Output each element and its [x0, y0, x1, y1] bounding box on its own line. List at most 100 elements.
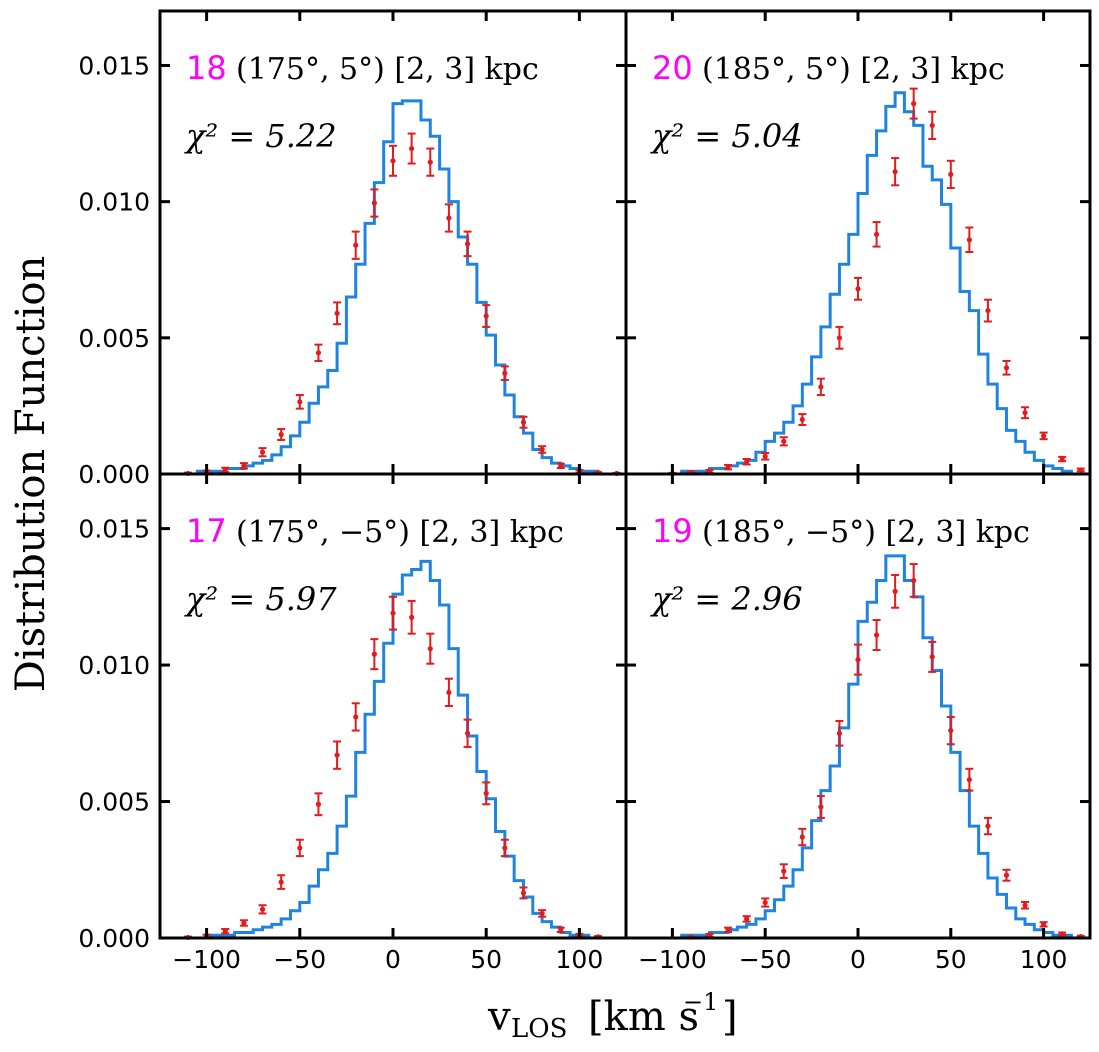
data-marker: [762, 453, 768, 459]
data-marker: [744, 916, 750, 922]
data-point: [742, 915, 751, 923]
chi-square-label: χ² = 5.22: [184, 117, 337, 155]
data-marker: [1003, 872, 1010, 878]
data-marker: [241, 920, 247, 926]
data-marker: [539, 446, 545, 453]
panel-id-label: 18: [186, 49, 227, 87]
data-point: [1002, 359, 1011, 376]
data-marker: [409, 145, 415, 152]
data-marker: [539, 910, 545, 917]
data-marker: [446, 215, 452, 221]
panels-group: 0.000 0.005 0.010 0.015 18 (175°, 5°) [2, 3] …: [78, 9, 1092, 974]
data-point: [909, 87, 918, 120]
data-marker: [985, 307, 991, 314]
data-marker: [483, 313, 489, 319]
chi-square-label: χ² = 5.04: [650, 117, 803, 155]
x-tick-label: 50: [470, 945, 502, 974]
data-marker: [762, 899, 768, 906]
data-point: [854, 643, 862, 676]
data-point: [1039, 431, 1048, 441]
data-point: [351, 702, 360, 732]
data-marker: [1022, 410, 1028, 416]
data-marker: [744, 459, 750, 465]
data-point: [333, 301, 342, 326]
data-point: [277, 874, 286, 890]
panel-coordinate-label: (185°, −5°) [2, 3] kpc: [702, 515, 1030, 550]
data-marker: [278, 879, 284, 885]
data-marker: [1003, 365, 1010, 371]
x-tick-label: 0: [850, 945, 866, 974]
data-point: [463, 230, 472, 258]
data-marker: [948, 727, 954, 734]
data-point: [983, 816, 992, 836]
data-marker: [334, 752, 340, 758]
data-marker: [855, 657, 861, 663]
data-point: [444, 203, 453, 233]
panel-top-left: 0.000 0.005 0.010 0.015 18 (175°, 5°) [2, 3] …: [78, 9, 628, 489]
data-marker: [297, 845, 303, 851]
x-tick-label: −50: [273, 945, 326, 974]
y-axis-label: Distribution Function: [8, 256, 54, 693]
x-tick-label: 100: [556, 945, 604, 974]
data-point: [816, 377, 825, 397]
data-marker: [390, 158, 396, 164]
data-marker: [799, 416, 805, 423]
data-marker: [464, 241, 471, 247]
data-point: [538, 909, 547, 918]
data-point: [407, 132, 416, 165]
model-histogram-line: [626, 554, 1090, 940]
data-marker: [836, 730, 843, 736]
data-point: [909, 563, 918, 598]
data-marker: [241, 463, 247, 469]
data-point: [295, 394, 304, 410]
data-marker: [315, 801, 322, 807]
data-marker: [371, 651, 377, 657]
data-marker: [911, 577, 917, 584]
data-point: [798, 827, 807, 847]
data-marker: [948, 171, 954, 178]
data-point: [500, 838, 509, 858]
y-tick-label: 0.000: [78, 924, 150, 953]
data-point: [389, 144, 397, 177]
data-point: [407, 599, 416, 635]
data-point: [724, 464, 733, 471]
data-point: [221, 466, 230, 474]
x-axis-label-sub: LOS: [511, 1014, 567, 1044]
data-marker: [259, 449, 266, 455]
data-point: [239, 462, 248, 470]
data-marker: [371, 200, 377, 206]
data-point: [724, 926, 733, 933]
y-tick-label: 0.015: [78, 515, 150, 544]
y-tick-label: 0.000: [78, 460, 150, 489]
data-point: [1058, 931, 1067, 937]
data-point: [946, 715, 955, 746]
data-marker: [725, 927, 731, 933]
data-marker: [409, 614, 415, 620]
data-point: [444, 677, 453, 707]
data-marker: [390, 610, 396, 616]
x-axis-label: v LOS [km s −1 ]: [487, 988, 738, 1044]
panel-id-label: 17: [186, 512, 227, 550]
data-point: [519, 886, 528, 900]
data-marker: [315, 350, 322, 356]
data-marker: [1059, 931, 1065, 937]
data-point: [482, 781, 491, 806]
data-point: [1076, 467, 1085, 473]
data-point: [761, 897, 770, 908]
data-point: [742, 458, 751, 466]
data-point: [221, 927, 230, 935]
data-marker: [502, 370, 508, 376]
data-marker: [520, 890, 527, 896]
x-axis-label-unit-exponent: −1: [683, 988, 718, 1016]
data-point: [761, 452, 770, 461]
data-point: [1021, 406, 1030, 420]
model-histogram-line: [626, 91, 1090, 476]
data-marker: [1078, 467, 1084, 473]
data-point: [1021, 900, 1030, 910]
data-point: [891, 573, 900, 609]
data-point: [239, 919, 248, 927]
data-marker: [520, 419, 527, 425]
data-marker: [929, 122, 935, 128]
data-marker: [1059, 456, 1065, 462]
data-marker: [818, 384, 824, 390]
